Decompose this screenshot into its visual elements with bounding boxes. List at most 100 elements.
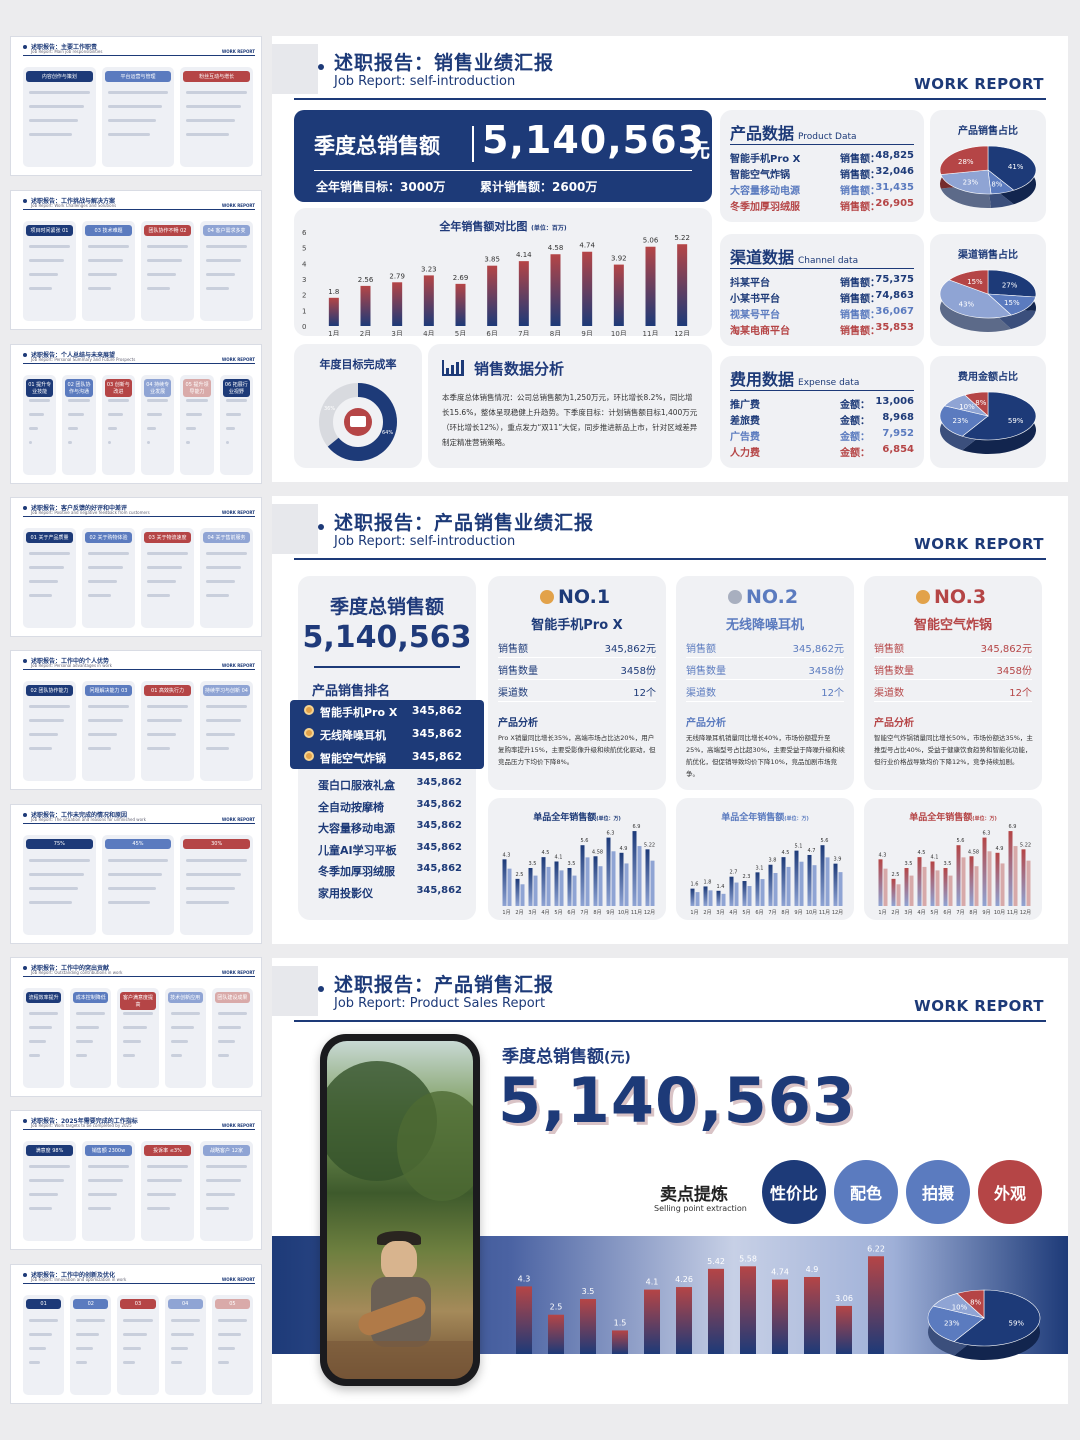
thumb-text-line bbox=[206, 594, 229, 597]
thumb-divider bbox=[23, 55, 255, 56]
data-label: 3.5 bbox=[582, 1287, 595, 1296]
rank-name: 智能空气炸锅 bbox=[320, 752, 386, 765]
thumb-block: 05 bbox=[211, 1295, 253, 1395]
x-tick-label: 12月 bbox=[674, 330, 690, 336]
thumb-text-line bbox=[88, 733, 117, 736]
rank-row[interactable]: 蛋白口服液礼盒 345,862 bbox=[298, 773, 476, 795]
rank-row[interactable]: 智能空气炸锅 345,862 bbox=[290, 746, 484, 769]
data-label: 3.92 bbox=[611, 255, 627, 263]
monthly-chart-unit: (单位：百万) bbox=[531, 225, 567, 232]
x-tick-label: 1月 bbox=[878, 910, 886, 916]
bar bbox=[541, 857, 546, 906]
product-chart-title: 单品全年销售额(单位：万) bbox=[864, 810, 1042, 823]
slide-thumbnail[interactable]: 述职报告：工作中的突出贡献 Job Report: Outstanding con… bbox=[10, 957, 262, 1097]
thumb-block-label: 01 bbox=[26, 1299, 62, 1309]
bar bbox=[632, 831, 637, 906]
bar-secondary bbox=[786, 866, 791, 906]
channel-title-en: Channel data bbox=[798, 256, 859, 266]
x-tick-label: 8月 bbox=[781, 910, 789, 916]
data-label: 5.06 bbox=[643, 237, 659, 245]
thumb-text-line bbox=[88, 566, 123, 569]
bar bbox=[755, 872, 760, 906]
thumb-work-report: WORK REPORT bbox=[221, 510, 255, 515]
thumb-dot bbox=[23, 966, 27, 970]
x-tick-label: 9月 bbox=[794, 910, 802, 916]
thumb-subtitle: Job Report: Main job responsibilities bbox=[31, 49, 103, 54]
thumb-text-line bbox=[29, 1179, 64, 1182]
bar-secondary bbox=[721, 893, 726, 906]
slide-subtitle: Job Report: self-introduction bbox=[334, 534, 516, 549]
bar-secondary bbox=[1026, 860, 1031, 906]
slide-thumbnail[interactable]: 述职报告：工作中的创新及优化 Job Report: Innovation and… bbox=[10, 1264, 262, 1404]
slide-thumbnail[interactable]: 述职报告：客户反馈的好评和中差评 Job Report: Positive and… bbox=[10, 497, 262, 637]
slide-thumbnail[interactable]: 述职报告：工作中的个人优势 Job Report: Personal advant… bbox=[10, 650, 262, 790]
x-tick-label: 7月 bbox=[580, 910, 588, 916]
product-card: NO.3 智能空气炸锅 销售额 345,862元 销售数量 3458份 渠道数 12个 产品分析… bbox=[864, 576, 1042, 790]
thumb-text-line bbox=[68, 427, 78, 430]
row-name: 差旅费 bbox=[730, 416, 760, 427]
slide-thumbnail[interactable]: 述职报告：个人总结与未来展望 Job Report: Personal Summa… bbox=[10, 344, 262, 484]
data-label: 4.5 bbox=[918, 850, 926, 856]
thumb-text-line bbox=[68, 441, 72, 444]
bar-secondary bbox=[1000, 863, 1005, 906]
bar-secondary bbox=[533, 875, 538, 906]
rank-row[interactable]: 儿童AI学习平板 345,862 bbox=[298, 838, 476, 860]
thumb-text-line bbox=[29, 259, 64, 262]
thumb-text-line bbox=[88, 580, 117, 583]
thumb-block: 团队建设成果 bbox=[211, 988, 253, 1088]
slide-thumbnail[interactable]: 述职报告：主要工作职责 Job Report: Main job responsi… bbox=[10, 36, 262, 176]
rank-value: 345,862 bbox=[416, 841, 462, 853]
rank-row[interactable]: 全自动按摩椅 345,862 bbox=[298, 795, 476, 817]
slide-thumbnail[interactable]: 述职报告：2025年需要完成的工作指标 Job Report: Work targ… bbox=[10, 1110, 262, 1250]
thumb-text-line bbox=[123, 1347, 141, 1350]
product-card: NO.2 无线降噪耳机 销售额 345,862元 销售数量 3458份 渠道数 12个 产品分析… bbox=[676, 576, 854, 790]
data-label: 2.7 bbox=[730, 870, 738, 876]
bar bbox=[580, 845, 585, 906]
selling-point-circle[interactable]: 外观 bbox=[978, 1160, 1042, 1224]
thumb-text-line bbox=[225, 441, 229, 444]
rank-row[interactable]: 大容量移动电源 345,862 bbox=[298, 816, 476, 838]
bar bbox=[580, 1299, 596, 1354]
stat-value: 345,862元 bbox=[792, 644, 844, 655]
work-report-label: WORK REPORT bbox=[914, 535, 1044, 553]
thumb-text-line bbox=[225, 427, 235, 430]
selling-point-subtitle: Selling point extraction bbox=[654, 1204, 747, 1213]
product-title-en: Product Data bbox=[798, 132, 857, 142]
rank-row[interactable]: 冬季加厚羽绒服 345,862 bbox=[298, 859, 476, 881]
data-label: 2.5 bbox=[892, 872, 900, 878]
row-key: 销售额： bbox=[840, 278, 880, 289]
y-tick-label: 2 bbox=[302, 292, 306, 300]
analysis-text: 智能空气炸锅销量同比增长50%，市场份额达35%，主推型号占比40%，受益于健康… bbox=[874, 734, 1033, 766]
thumb-block: 02 bbox=[70, 1295, 112, 1395]
wallet-icon-body bbox=[350, 416, 366, 427]
data-label: 4.3 bbox=[879, 852, 887, 858]
rank-value: 345,862 bbox=[411, 727, 462, 740]
thumb-text-line bbox=[29, 105, 84, 108]
thumb-block-label: 75% bbox=[26, 839, 93, 849]
row-value: 7,952 bbox=[882, 428, 914, 439]
rank-row[interactable]: 家用投影仪 345,862 bbox=[298, 881, 476, 903]
thumb-block-label: 04 关于售前服务 bbox=[203, 532, 250, 543]
slide3-pie-chart: 59% 23% 10%8% bbox=[927, 1289, 1041, 1360]
selling-point-circle[interactable]: 性价比 bbox=[762, 1160, 826, 1224]
data-label: 5.6 bbox=[957, 838, 965, 844]
thumb-text-line bbox=[206, 733, 235, 736]
thumb-block-label: 团队建设成果 bbox=[214, 992, 250, 1003]
bar bbox=[768, 864, 773, 906]
rank-row[interactable]: 无线降噪耳机 345,862 bbox=[290, 723, 484, 746]
analysis-title: 产品分析 bbox=[686, 718, 726, 729]
selling-point-circle[interactable]: 配色 bbox=[834, 1160, 898, 1224]
product-name: 智能手机Pro X bbox=[531, 618, 623, 633]
data-label: 4.3 bbox=[518, 1274, 531, 1283]
slide-thumbnail[interactable]: 述职报告：工作未完成的情况和原因 Job Report: The situatio… bbox=[10, 804, 262, 944]
x-tick-label: 5月 bbox=[554, 910, 562, 916]
selling-point-circle[interactable]: 拍摄 bbox=[906, 1160, 970, 1224]
thumb-text-line bbox=[29, 859, 90, 862]
card-divider bbox=[730, 268, 914, 269]
product-pie-title: 产品销售占比 bbox=[958, 126, 1018, 137]
slide-thumbnail[interactable]: 述职报告：工作挑战与解决方案 Job Report: Work Challenge… bbox=[10, 190, 262, 330]
thumb-subtitle: Job Report: Outstanding contributions in… bbox=[31, 970, 123, 975]
x-tick-label: 10月 bbox=[806, 910, 817, 916]
rank-row[interactable]: 智能手机Pro X 345,862 bbox=[290, 700, 484, 723]
thumb-text-line bbox=[107, 399, 129, 402]
